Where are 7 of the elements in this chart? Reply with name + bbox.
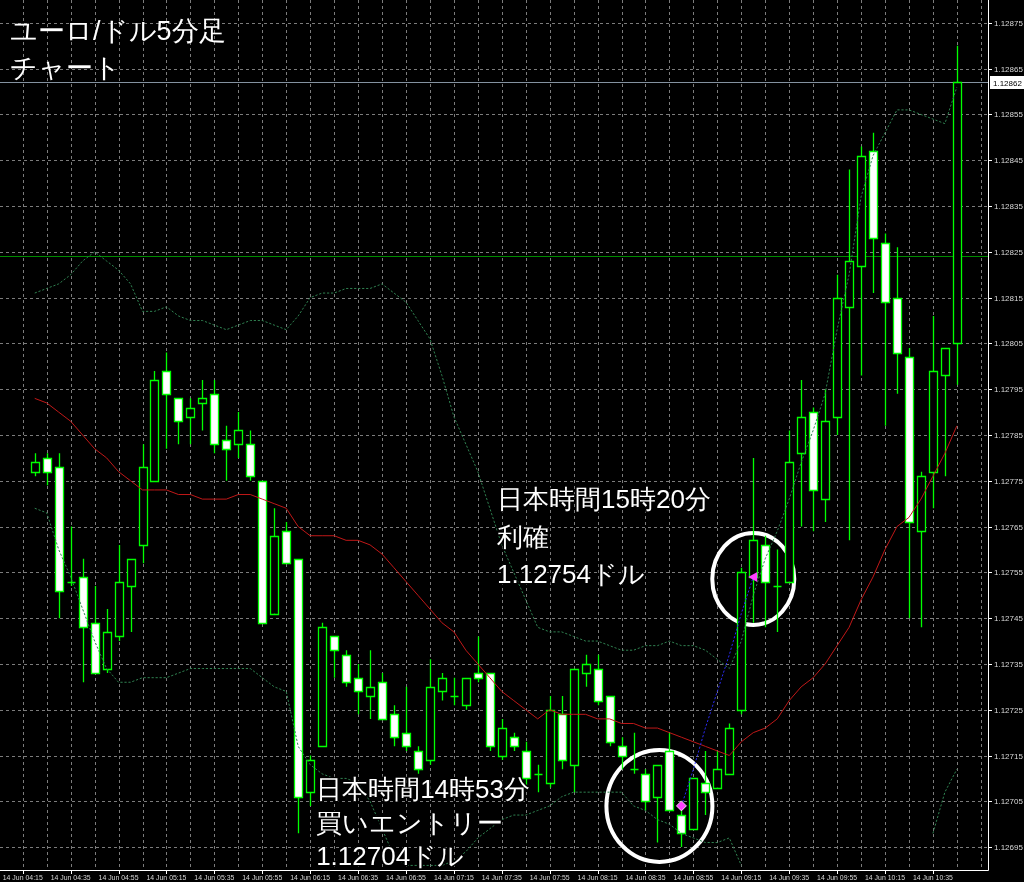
annotation: 買いエントリー: [316, 808, 504, 838]
annotation: 利確: [497, 522, 549, 552]
annotation: 1.12754ドル: [497, 559, 645, 589]
title: ユーロ/ドル5分足チャート: [10, 16, 226, 83]
annotation: 1.12704ドル: [316, 841, 465, 871]
annotation: 日本時間15時20分: [497, 484, 711, 514]
annotation: 日本時間14時53分: [316, 774, 530, 804]
